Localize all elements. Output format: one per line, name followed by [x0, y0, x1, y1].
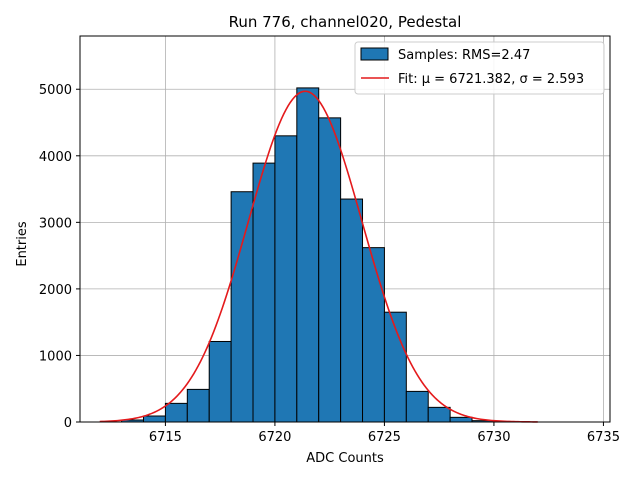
histogram-bar [296, 87, 320, 423]
histogram-bar [230, 191, 254, 423]
x-tick-label: 6735 [587, 430, 620, 445]
histogram-bar [405, 390, 429, 423]
legend-fit-label: Fit: μ = 6721.382, σ = 2.593 [398, 72, 584, 87]
histogram-bar [340, 198, 364, 423]
y-tick-label: 4000 [39, 150, 72, 165]
fit-curve [99, 90, 538, 423]
x-tick-label: 6730 [477, 430, 510, 445]
y-axis-ticks: 0 1000 2000 3000 4000 5000 [39, 83, 80, 431]
histogram-bar [427, 406, 451, 423]
y-tick-label: 2000 [39, 283, 72, 298]
histogram-bar [208, 340, 232, 423]
x-tick-label: 6725 [368, 430, 401, 445]
legend-samples-swatch [360, 47, 389, 61]
y-tick-label: 1000 [39, 349, 72, 364]
y-axis-label: Entries [15, 221, 30, 267]
plot-frame [79, 35, 611, 423]
histogram-bar [362, 247, 385, 423]
x-tick-label: 6720 [258, 430, 291, 445]
histogram-bars [121, 87, 495, 423]
x-axis-label: ADC Counts [306, 451, 384, 466]
x-tick-label: 6715 [149, 430, 182, 445]
chart-title: Run 776, channel020, Pedestal [229, 13, 462, 31]
y-tick-label: 3000 [39, 216, 72, 231]
y-tick-label: 0 [64, 416, 72, 431]
legend: Samples: RMS=2.47 Fit: μ = 6721.382, σ =… [354, 41, 605, 95]
histogram-bar [186, 388, 210, 423]
histogram-bar [274, 135, 298, 423]
y-tick-label: 5000 [39, 83, 72, 98]
histogram-bar [164, 402, 188, 423]
histogram-bar [449, 416, 473, 423]
x-axis-ticks: 6715 6720 6725 6730 6735 [149, 422, 620, 445]
histogram-bar [143, 415, 166, 423]
legend-samples-label: Samples: RMS=2.47 [398, 48, 530, 63]
histogram-bar [252, 162, 276, 423]
legend-box [354, 41, 605, 95]
histogram-bar [318, 117, 342, 423]
